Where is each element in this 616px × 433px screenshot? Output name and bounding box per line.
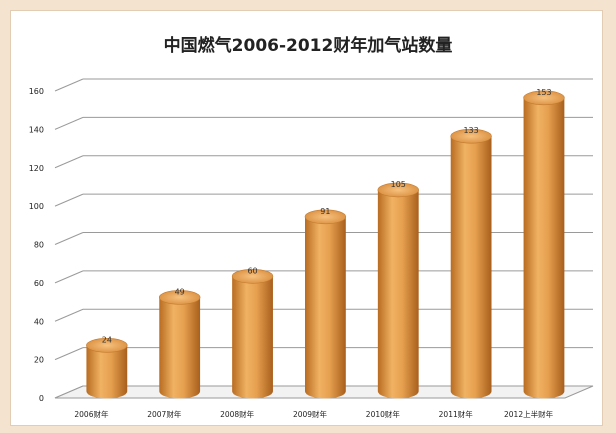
bars [86,90,565,399]
data-label: 133 [463,126,478,135]
y-tick-label: 60 [34,279,44,288]
x-category-label: 2007财年 [147,409,182,419]
y-tick-label: 160 [29,87,44,96]
bar-top [86,338,128,353]
y-tick-label: 40 [34,317,44,326]
bar-body [232,276,273,399]
gridline-depth [54,308,84,322]
data-label: 153 [536,88,551,97]
x-axis-category-labels: 2006财年 2007财年 2008财年 2009财年 2010财年 2011财年 2012… [74,409,553,419]
bar-body [305,216,346,399]
gridline-depth [54,155,84,169]
bar-body [450,136,492,399]
chart-title: 中国燃气2006-2012财年加气站数量 [164,35,453,56]
x-category-label: 2006财年 [74,409,109,419]
gridline-depth [54,193,84,207]
bar-top [523,90,565,106]
bar-top [158,290,201,305]
bar-top [304,209,347,225]
bar-body [377,189,419,399]
bar-top [231,268,274,284]
y-tick-label: 0 [39,394,44,403]
data-label: 91 [320,207,330,216]
y-tick-label: 20 [34,356,44,365]
gridline-depth [54,232,84,245]
bar-top [450,128,492,144]
bar-body [86,345,128,399]
gridline-depth [54,347,84,361]
data-labels: 24 49 60 91 105 133 153 [102,88,552,345]
x-category-label: 2009财年 [293,409,328,419]
gridline-depth [54,116,84,130]
y-tick-label: 120 [29,164,44,173]
bar-body [159,297,201,399]
bar-body [523,97,565,399]
x-category-label: 2011财年 [439,409,474,419]
y-axis-tick-labels: 0 20 40 60 80 100 120 140 160 [29,87,44,403]
y-tick-label: 140 [29,125,44,134]
data-label: 60 [247,266,257,275]
gridline-depth [54,270,84,284]
data-label: 49 [175,287,185,296]
x-category-label: 2012上半财年 [504,409,554,419]
data-label: 105 [391,180,406,189]
bar-top [377,182,419,198]
y-tick-label: 80 [34,241,44,250]
x-category-label: 2010财年 [366,409,401,419]
y-tick-label: 100 [29,202,44,211]
data-label: 24 [102,335,112,344]
gridline-depth [54,78,84,92]
x-category-label: 2008财年 [220,409,255,419]
